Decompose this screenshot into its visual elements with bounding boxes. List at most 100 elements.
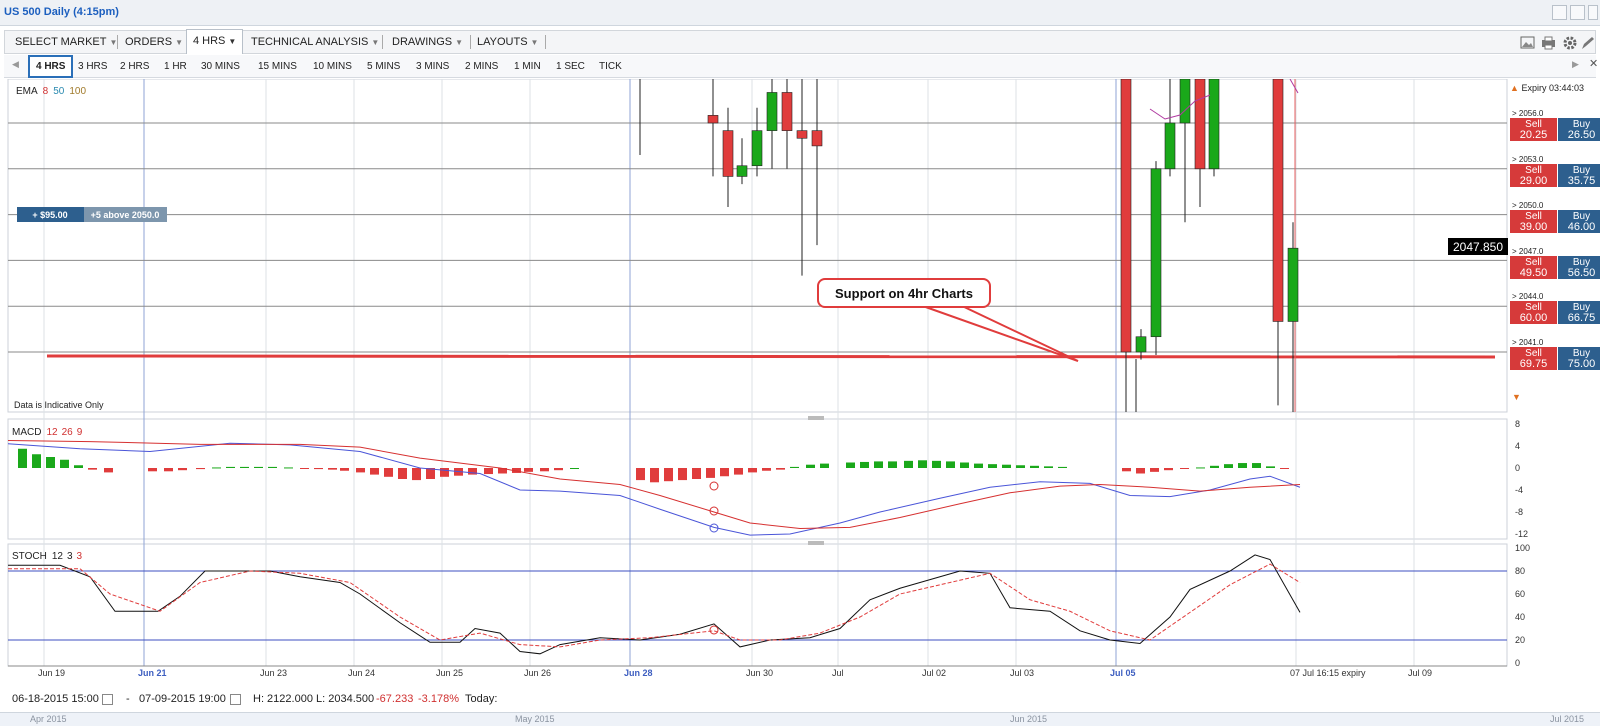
candle-body[interactable]: [1120, 79, 1132, 353]
range-end[interactable]: 07-09-2015 19:00: [139, 693, 226, 705]
candle-body[interactable]: [781, 92, 793, 131]
tf-1hr[interactable]: 1 HR: [164, 61, 187, 72]
print-icon[interactable]: [1542, 36, 1555, 50]
macd-bar: [356, 468, 365, 473]
minimize-icon[interactable]: [1552, 5, 1567, 20]
macd-bar: [650, 468, 659, 483]
tf-4hrs[interactable]: 4 HRS: [28, 55, 74, 78]
candle-body[interactable]: [707, 115, 719, 124]
candle-body[interactable]: [751, 130, 763, 167]
macd-bar: [570, 468, 579, 469]
macd-bar: [328, 468, 337, 470]
tf-3mins[interactable]: 3 MINS: [416, 61, 450, 72]
tf-3hrs[interactable]: 3 HRS: [78, 61, 108, 72]
candle-body[interactable]: [1135, 336, 1147, 353]
support-line[interactable]: [46, 354, 1496, 359]
drawings-menu[interactable]: DRAWINGS ▼: [392, 36, 464, 48]
candle-body[interactable]: [796, 130, 808, 139]
stoch-axis: 100 80 60 40 20 0: [1515, 543, 1530, 668]
gear-icon[interactable]: [1563, 36, 1577, 50]
range-start[interactable]: 06-18-2015 15:00: [12, 693, 99, 705]
vertical-grid: [43, 79, 1415, 666]
tf-2mins[interactable]: 2 MINS: [465, 61, 499, 72]
x-tick-label: Jun 28: [624, 668, 653, 678]
buy-button[interactable]: Buy 26.50: [1558, 118, 1600, 141]
tf-2hrs[interactable]: 2 HRS: [120, 61, 150, 72]
candle-body[interactable]: [1208, 79, 1220, 170]
buy-button[interactable]: Buy 56.50: [1558, 256, 1600, 279]
stoch-tick-label: 20: [1515, 635, 1525, 645]
timeframe-menu[interactable]: 4 HRS ▼: [186, 29, 244, 54]
macd-marker-1[interactable]: [709, 481, 719, 491]
tf-10mins[interactable]: 10 MINS: [313, 61, 352, 72]
stoch-legend[interactable]: STOCH 12 3 3: [12, 551, 83, 562]
macd-legend[interactable]: MACD 12 26 9: [12, 427, 83, 438]
candle-body[interactable]: [1150, 168, 1162, 338]
toolbar-icons: [1520, 36, 1594, 50]
tf-15mins[interactable]: 15 MINS: [258, 61, 297, 72]
macd-marker-2[interactable]: [709, 506, 719, 516]
macd-tick-label: 8: [1515, 419, 1520, 429]
macd-panel: [7, 418, 1508, 540]
select-market-menu[interactable]: SELECT MARKET ▼: [15, 36, 118, 48]
macd-marker-3[interactable]: [709, 523, 719, 533]
ladder-level: > 2041.0: [1512, 338, 1544, 347]
x-tick-label: 07 Jul 16:15 expiry: [1290, 668, 1366, 678]
tf-tick[interactable]: TICK: [599, 61, 622, 72]
stoch-tick-label: 40: [1515, 612, 1525, 622]
buy-button[interactable]: Buy 66.75: [1558, 301, 1600, 324]
pen-icon[interactable]: [1582, 37, 1594, 49]
resize-handle-2[interactable]: [808, 541, 824, 545]
candle-body[interactable]: [766, 92, 778, 131]
stoch-k-line: [8, 554, 1301, 655]
macd-bar: [1238, 463, 1247, 468]
maximize-icon[interactable]: [1570, 5, 1585, 20]
x-tick-label: Jun 25: [436, 668, 463, 678]
candle-body[interactable]: [736, 165, 748, 177]
buy-button[interactable]: Buy 75.00: [1558, 347, 1600, 370]
calendar-icon[interactable]: [102, 694, 113, 705]
sell-button[interactable]: Sell 49.50: [1510, 256, 1557, 279]
navigator-strip[interactable]: Apr 2015 May 2015 Jun 2015 Jul 2015: [0, 712, 1600, 726]
position-value-badge[interactable]: [17, 207, 84, 222]
callout-box[interactable]: [817, 278, 991, 308]
sell-button[interactable]: Sell 39.00: [1510, 210, 1557, 233]
tf-1min[interactable]: 1 MIN: [514, 61, 541, 72]
sell-button[interactable]: Sell 29.00: [1510, 164, 1557, 187]
candle-body[interactable]: [722, 130, 734, 177]
x-tick-label: Jun 24: [348, 668, 375, 678]
candle-body[interactable]: [1164, 122, 1176, 170]
resize-handle-1[interactable]: [808, 416, 824, 420]
sell-button[interactable]: Sell 60.00: [1510, 301, 1557, 324]
calendar-icon-2[interactable]: [230, 694, 241, 705]
sell-button[interactable]: Sell 69.75: [1510, 347, 1557, 370]
macd-bar: [314, 468, 323, 470]
scroll-left-icon[interactable]: ◀: [12, 59, 19, 69]
candle-body[interactable]: [1179, 79, 1191, 124]
close-panel-icon[interactable]: ✕: [1589, 58, 1599, 70]
technical-analysis-menu[interactable]: TECHNICAL ANALYSIS ▼: [251, 36, 380, 48]
position-label-badge[interactable]: [84, 207, 167, 222]
macd-bar: [1164, 468, 1173, 471]
arrow-down-icon[interactable]: ▼: [1512, 392, 1521, 402]
tf-1sec[interactable]: 1 SEC: [556, 61, 585, 72]
scroll-right-icon[interactable]: ▶: [1572, 59, 1579, 69]
buy-button[interactable]: Buy 35.75: [1558, 164, 1600, 187]
layouts-menu[interactable]: LAYOUTS ▼: [477, 36, 539, 48]
buy-button[interactable]: Buy 46.00: [1558, 210, 1600, 233]
position-value: + $95.00: [32, 210, 67, 220]
tf-30mins[interactable]: 30 MINS: [201, 61, 240, 72]
candle-body[interactable]: [1194, 79, 1206, 170]
tf-5mins[interactable]: 5 MINS: [367, 61, 401, 72]
candle-body[interactable]: [1272, 79, 1284, 322]
ema-legend[interactable]: EMA 8 50 100: [16, 86, 86, 97]
chart-area[interactable]: Support on 4hr Charts EMA 8 50 100 Data is …: [0, 79, 1600, 686]
image-icon[interactable]: [1520, 36, 1535, 49]
sell-button[interactable]: Sell 20.25: [1510, 118, 1557, 141]
orders-menu[interactable]: ORDERS ▼: [125, 36, 183, 48]
macd-tick-label: 4: [1515, 441, 1520, 451]
candle-body[interactable]: [1287, 247, 1299, 322]
stoch-marker[interactable]: [709, 625, 719, 635]
candle-body[interactable]: [811, 130, 823, 147]
close-icon[interactable]: [1588, 5, 1598, 20]
